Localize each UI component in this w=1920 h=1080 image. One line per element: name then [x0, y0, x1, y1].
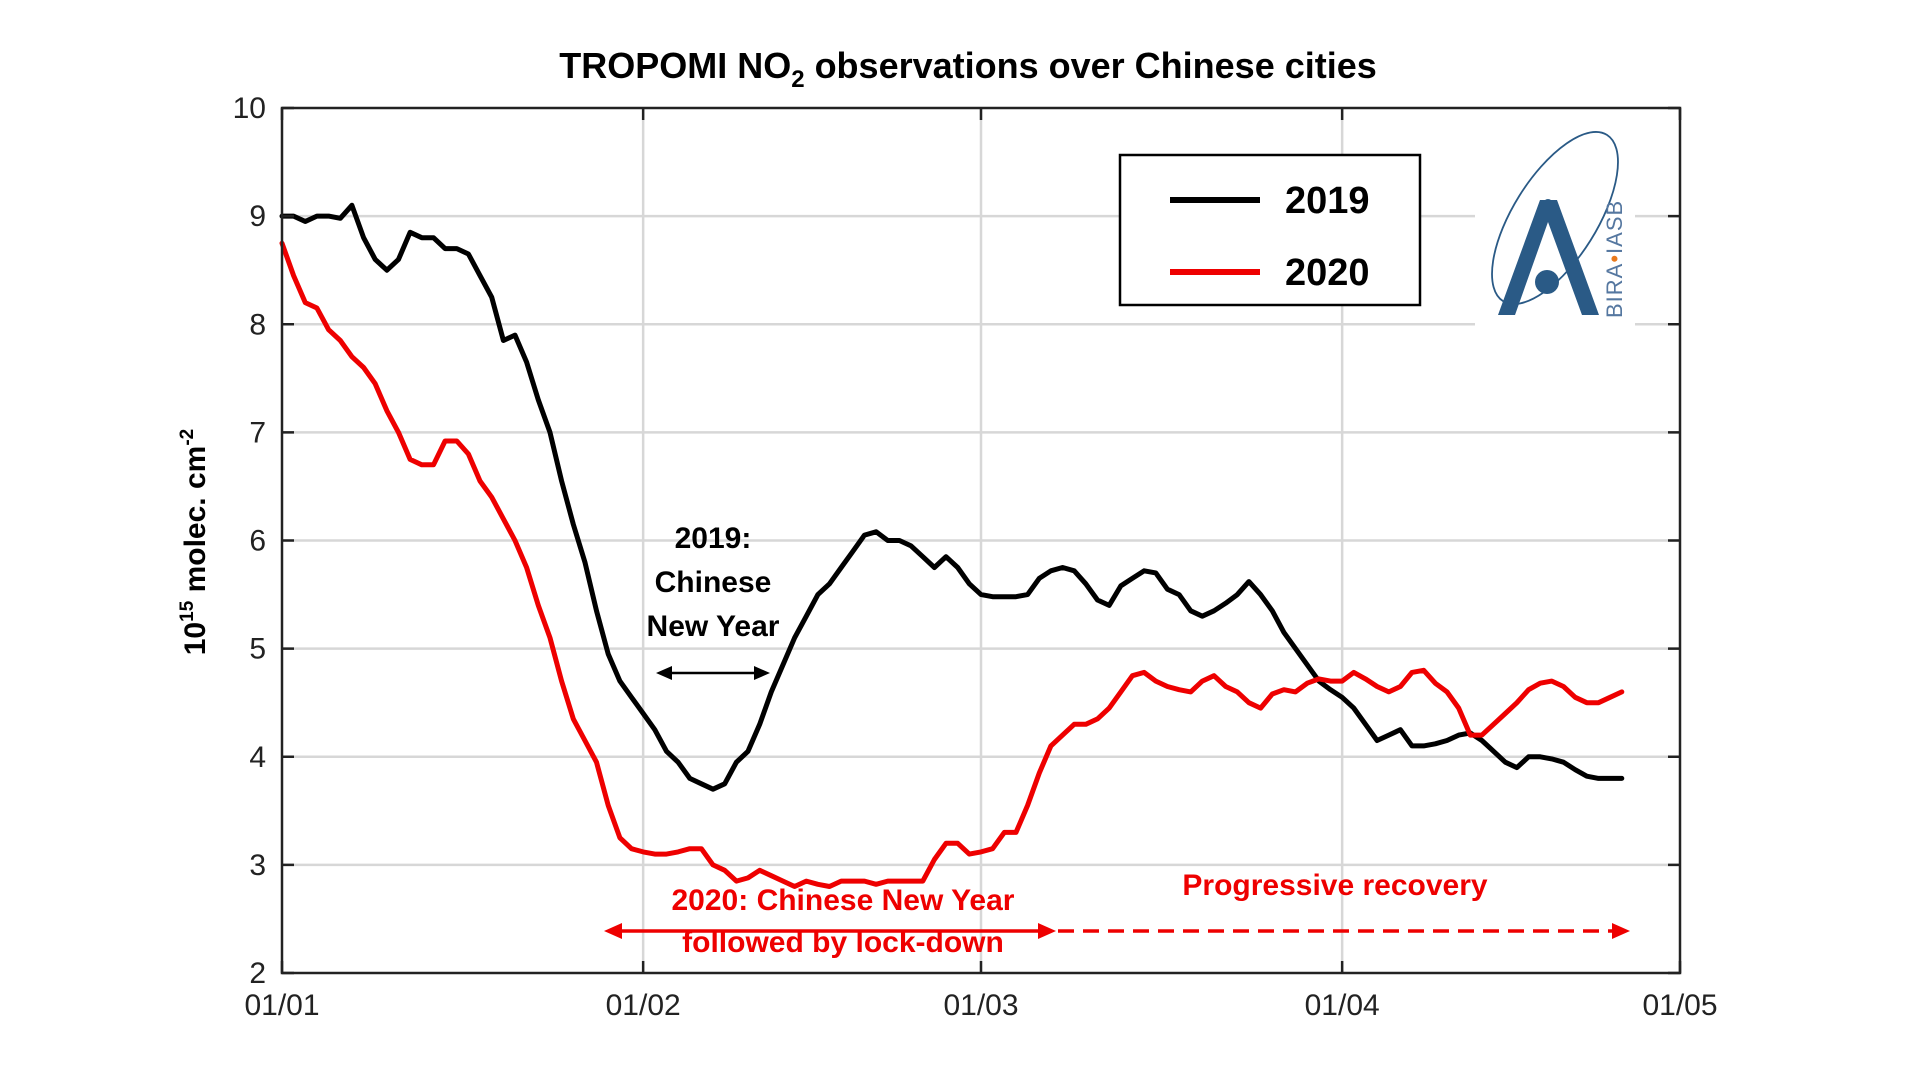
annotation-lockdown-2020: 2020: Chinese New Year followed by lock-… [604, 884, 1056, 959]
logo-text-iasb: IASB [1602, 200, 1627, 254]
y-tick-label: 4 [249, 741, 266, 774]
title-subscript: 2 [791, 66, 804, 93]
chart-title: TROPOMI NO2 observations over Chinese ci… [559, 45, 1377, 93]
ylabel-unit: molec. cm [179, 446, 212, 601]
series-lines [279, 202, 1625, 889]
logo-a-icon [1498, 200, 1599, 315]
logo-orbit-icon [1491, 131, 1619, 305]
title-main: TROPOMI NO [559, 45, 791, 86]
grid-lines [282, 108, 1680, 973]
logo-text: BIRA•IASB [1602, 200, 1627, 318]
y-tick-label: 9 [249, 200, 266, 233]
y-tick-label: 3 [249, 849, 266, 882]
annotation-cny-2019-line2: Chinese [655, 566, 772, 599]
bira-iasb-logo: BIRA•IASB [1475, 120, 1635, 330]
annotation-cny-2019: 2019: Chinese New Year [647, 522, 780, 680]
axis-ticks: 2 3 4 5 6 7 8 9 10 01/01 01/02 01/03 01/04 01/05 [233, 92, 1718, 1022]
x-tick-label: 01/04 [1305, 989, 1380, 1022]
logo-text-dot: • [1602, 254, 1627, 263]
y-tick-label: 6 [249, 525, 266, 558]
x-tick-label: 01/03 [943, 989, 1018, 1022]
annotation-cny-2019-arrowhead-right [754, 666, 770, 680]
legend: 2019 2020 [1118, 153, 1422, 307]
x-tick-label: 01/05 [1642, 989, 1717, 1022]
logo-dot-icon [1543, 199, 1553, 209]
y-tick-label: 5 [249, 633, 266, 666]
y-tick-label: 2 [249, 957, 266, 990]
legend-label-2019: 2019 [1285, 180, 1370, 222]
y-axis-label: 1015 molec. cm-2 [177, 429, 212, 656]
title-rest: observations over Chinese cities [805, 45, 1377, 86]
legend-box [1118, 153, 1422, 307]
annotation-lockdown-arrowhead-left [604, 923, 622, 939]
annotation-cny-2019-line1: 2019: [675, 522, 752, 555]
x-tick-label: 01/01 [244, 989, 319, 1022]
legend-label-2020: 2020 [1285, 252, 1370, 294]
logo-ball-icon [1535, 270, 1559, 294]
ylabel-exponent-2: -2 [177, 429, 198, 446]
x-tick-label: 01/02 [606, 989, 681, 1022]
ylabel-base: 10 [179, 622, 212, 655]
series-line-2019 [279, 202, 1625, 792]
annotation-cny-2019-line3: New Year [647, 610, 780, 643]
annotation-lockdown-line1: 2020: Chinese New Year [672, 884, 1015, 917]
annotation-cny-2019-arrowhead-left [656, 666, 672, 680]
annotation-lockdown-arrowhead-right [1038, 923, 1056, 939]
y-tick-label: 8 [249, 308, 266, 341]
y-tick-label: 7 [249, 416, 266, 449]
annotation-recovery: Progressive recovery [1058, 869, 1630, 939]
annotation-recovery-arrowhead [1612, 923, 1630, 939]
annotation-recovery-text: Progressive recovery [1182, 869, 1488, 902]
series-line-2020 [279, 240, 1625, 889]
logo-text-bira: BIRA [1602, 263, 1627, 318]
ylabel-exponent: 15 [177, 600, 198, 622]
y-tick-label: 10 [233, 92, 266, 125]
